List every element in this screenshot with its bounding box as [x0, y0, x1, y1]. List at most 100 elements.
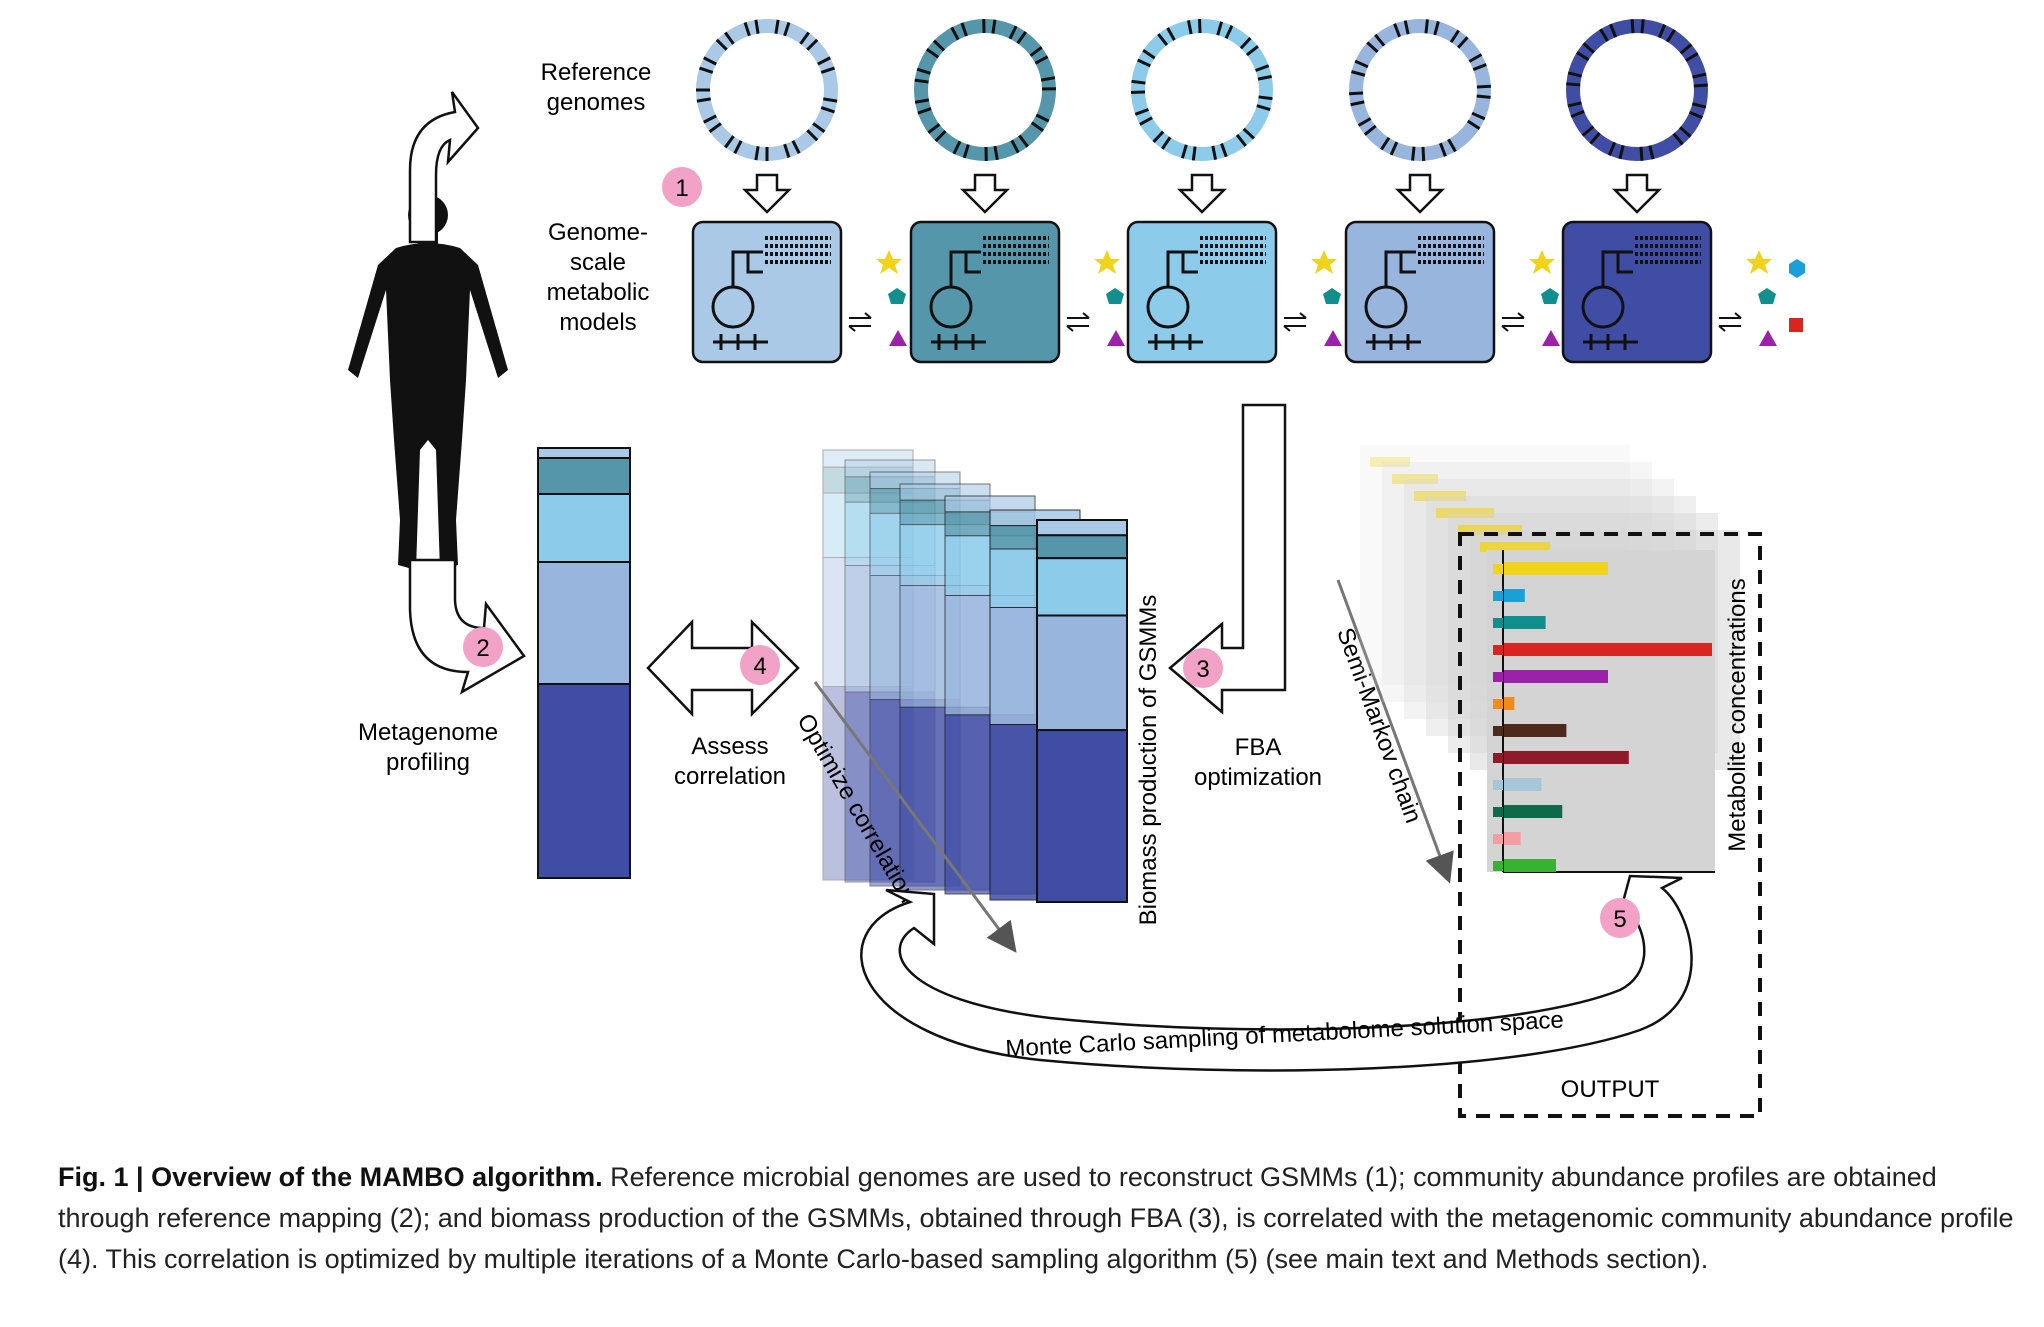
exchange-icon: [849, 312, 872, 319]
pentagon-icon: [888, 288, 906, 304]
triangle-icon: [889, 330, 907, 346]
star-icon: [1311, 250, 1337, 274]
metabolite-bar: [1504, 805, 1563, 818]
metabolite-marker-icon: [1493, 645, 1503, 655]
step-2-badge: 2: [463, 627, 503, 667]
biomass-production-label: Biomass production of GSMMs: [1135, 595, 1162, 926]
biomass-stack: [1036, 519, 1128, 903]
metabolite-concentrations-label: Metabolite concentrations: [1724, 578, 1751, 852]
diagram-canvas: Reference genomes Genome-scale metabolic mo…: [348, 18, 1805, 1118]
metabolite-marker-icon: [1493, 834, 1503, 844]
output-label: OUTPUT: [1561, 1076, 1660, 1103]
profile-segment: [537, 561, 631, 685]
triangle-icon: [1759, 330, 1777, 346]
svg-text:3: 3: [1196, 656, 1209, 683]
metabolite-marker-icon: [1493, 699, 1503, 709]
metabolite-panel-main: [1487, 550, 1715, 872]
caption-text: Reference microbial genomes are used to …: [58, 1162, 2014, 1274]
metabolite-bar-back: [1436, 508, 1494, 518]
genome-ring: [1566, 19, 1708, 214]
metabolite-bar: [1504, 670, 1608, 683]
monte-carlo-loop-arrow: [860, 874, 1693, 1072]
metabolite-marker-icon: [1493, 672, 1503, 682]
metabolite-bar-back: [1414, 491, 1466, 501]
metabolite-marker-icon: [1493, 726, 1503, 736]
triangle-icon: [1107, 330, 1125, 346]
body-to-genomes-arrow: [408, 91, 480, 244]
down-arrow-icon: [741, 173, 793, 214]
genome-ring: [1349, 19, 1491, 214]
reference-genome-rings: [696, 18, 1708, 214]
metabolite-bar: [1504, 832, 1521, 845]
down-arrow-icon: [1394, 173, 1446, 214]
metagenome-profiling-label: Metagenome profiling: [358, 719, 498, 776]
metabolite-marker-icon: [1493, 618, 1503, 628]
metabolite-bar: [1504, 751, 1629, 764]
exchange-icon: [1067, 312, 1090, 319]
svg-text:5: 5: [1613, 906, 1626, 933]
genome-ring: [696, 19, 838, 214]
metabolite-bar: [1504, 697, 1515, 710]
profile-segment: [537, 447, 631, 459]
gsmm-cells: [691, 220, 1805, 364]
output-box: [1458, 532, 1762, 1118]
semi-markov-arrow: [1336, 579, 1454, 884]
star-icon: [1529, 250, 1555, 274]
pentagon-icon: [1323, 288, 1341, 304]
profile-segment: [537, 683, 631, 879]
triangle-icon: [1324, 330, 1342, 346]
profile-segment: [537, 493, 631, 563]
metabolite-marker-icon: [1493, 807, 1503, 817]
body-to-profile-arrow: [408, 558, 526, 695]
genome-ring: [914, 18, 1057, 214]
exchange-icon: [1719, 312, 1742, 319]
metabolite-bar: [1504, 589, 1525, 602]
gsmm-cell: [1126, 220, 1370, 364]
down-arrow-icon: [1176, 173, 1228, 214]
human-body-icon: [348, 195, 508, 570]
svg-text:2: 2: [476, 635, 489, 662]
step-1-badge: 1: [662, 167, 702, 207]
profile-segment: [537, 457, 631, 495]
metabolite-bar: [1504, 562, 1608, 575]
hexagon-icon: [1789, 259, 1805, 278]
metabolite-bar: [1504, 616, 1546, 629]
gsmm-cell: [691, 220, 935, 364]
star-icon: [1746, 250, 1772, 274]
metabolite-bar-back: [1370, 457, 1410, 467]
triangle-icon: [1542, 330, 1560, 346]
metabolite-marker-icon: [1493, 861, 1503, 871]
gsmm-cell: [1561, 220, 1805, 364]
metabolite-marker-icon: [1493, 564, 1503, 574]
assess-correlation-label: Assess correlation: [674, 733, 786, 790]
metabolite-marker-icon: [1493, 591, 1503, 601]
step-5-badge: 5: [1600, 898, 1640, 938]
step-3-badge: 3: [1183, 648, 1223, 688]
assess-correlation-double-arrow: [646, 618, 800, 718]
reference-genomes-label: Reference genomes: [541, 59, 652, 116]
metabolite-panels: [1360, 445, 1740, 873]
pentagon-icon: [1106, 288, 1124, 304]
pentagon-icon: [1758, 288, 1776, 304]
exchange-icon: [1502, 312, 1525, 319]
metabolite-bar: [1504, 778, 1542, 791]
down-arrow-icon: [1611, 173, 1663, 214]
exchange-icon: [1284, 312, 1307, 319]
down-arrow-icon: [959, 173, 1011, 214]
figure-caption: Fig. 1 | Overview of the MAMBO algorithm…: [58, 1157, 2018, 1280]
pentagon-icon: [1541, 288, 1559, 304]
metabolite-bar: [1504, 724, 1567, 737]
square-icon: [1789, 318, 1803, 332]
metabolite-marker-icon: [1493, 780, 1503, 790]
svg-text:1: 1: [675, 175, 688, 202]
caption-title: Fig. 1 | Overview of the MAMBO algorithm…: [58, 1162, 603, 1192]
fba-optimization-label: FBA optimization: [1194, 734, 1322, 791]
optimize-correlation-arrow: [813, 681, 1017, 953]
gsmm-label: Genome-scale metabolic models: [547, 219, 650, 336]
star-icon: [876, 250, 902, 274]
metagenome-profile-stack: [537, 447, 631, 879]
fba-arrow: [1168, 403, 1287, 715]
metabolite-bar: [1504, 643, 1712, 656]
metabolite-bar-back: [1392, 474, 1438, 484]
